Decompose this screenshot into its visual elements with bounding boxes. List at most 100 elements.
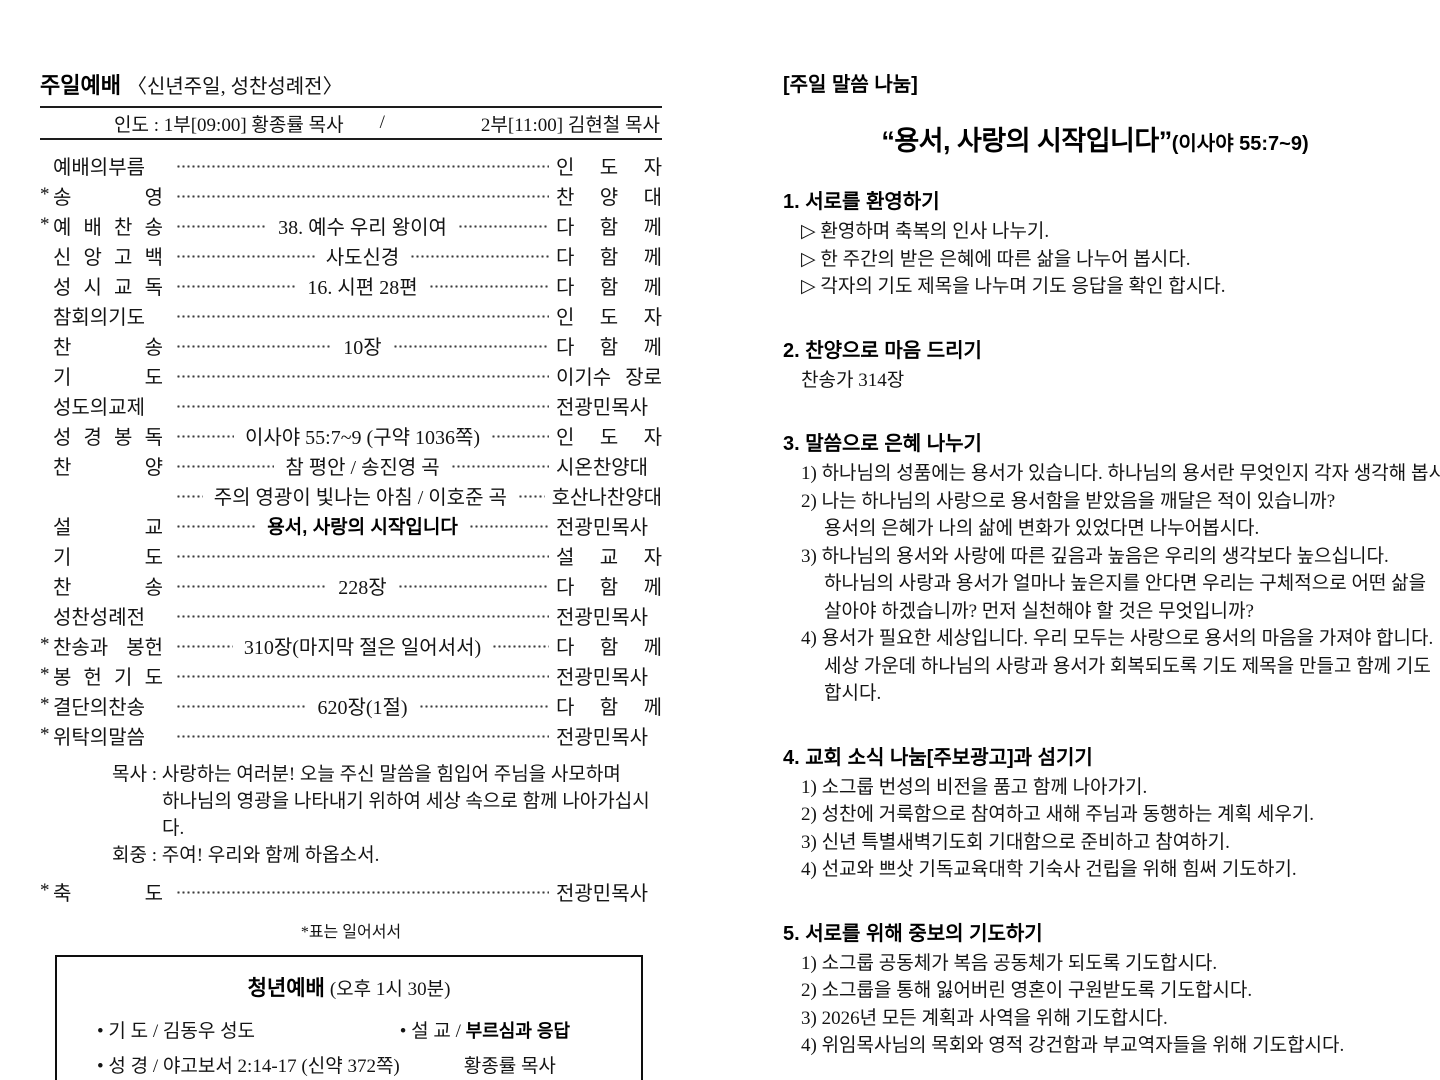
sermon-section: 4. 교회 소식 나눔[주보광고]과 섬기기 1) 소그룹 번성의 비전을 품고 … — [783, 741, 1407, 884]
stand-asterisk: * — [40, 724, 50, 745]
section-item: ▷ 한 주간의 받은 은혜에 따른 삶을 나누어 봅시다. — [801, 248, 1191, 270]
dot-leader — [176, 631, 233, 659]
dot-leader — [176, 421, 234, 449]
service-row: 참회의기도 인 도 자 — [40, 300, 662, 330]
dot-leader — [176, 301, 549, 329]
service-item-person: 다 함 께 — [556, 246, 663, 269]
dot-leader — [397, 571, 549, 599]
service-item-person: 다 함 께 — [556, 576, 662, 599]
youth-service-title-line: 청년예배 (오후 1시 30분) — [57, 972, 641, 1002]
youth-sermon-label: • 설 교 / — [399, 1021, 466, 1042]
youth-service-time: (오후 1시 30분) — [329, 979, 451, 1000]
service-item-person: 전광민목사 — [556, 726, 648, 749]
dot-leader — [176, 721, 549, 749]
dot-leader — [450, 451, 550, 479]
service-item-name: 성찬성례전 — [53, 606, 145, 629]
dot-leader — [428, 271, 550, 299]
service-row: * 예 배 찬 송 38. 예수 우리 왕이여 다 함 께 — [40, 210, 662, 240]
dot-leader — [176, 571, 328, 599]
section-item: 1) 하나님의 성품에는 용서가 있습니다. 하나님의 용서란 무엇인지 각자 … — [801, 463, 1440, 484]
stand-note: *표는 일어서서 — [300, 924, 402, 941]
section-heading: 2. 찬양으로 마음 드리기 — [783, 339, 982, 362]
page-subtitle: 〈신년주일, 성찬성례전〉 — [126, 76, 343, 98]
service-row: * 결단의찬송 620장(1절) 다 함 께 — [40, 690, 662, 720]
benediction-row-wrap: * 축 도 전광민목사 — [40, 876, 662, 906]
stand-asterisk: * — [40, 214, 50, 235]
section-item: ▷ 각자의 기도 제목을 나누며 기도 응답을 확인 합시다. — [801, 276, 1226, 297]
dot-leader — [176, 331, 333, 359]
section-item: 용서의 은혜가 나의 삶에 변화가 있었다면 나누어봅시다. — [824, 518, 1260, 539]
service-item-person: 시온찬양대 — [556, 456, 649, 479]
service-row: 찬 송 10장 다 함 께 — [40, 330, 662, 360]
youth-preacher: 황종률 목사 — [463, 1056, 556, 1077]
service-item-name: 참회의기도 — [53, 306, 145, 329]
service-item-detail: 사도신경 — [325, 246, 400, 269]
sharing-section-tag: [주일 말씀 나눔] — [783, 74, 918, 96]
dot-leader — [176, 691, 307, 719]
worship-order-header: 주일예배 〈신년주일, 성찬성례전〉 — [40, 68, 662, 98]
youth-scripture-line: • 성 경 / 야고보서 2:14-17 (신약 372쪽) — [97, 1056, 400, 1077]
section-item: 4) 위임목사님의 목회와 영적 강건함과 부교역자들을 위해 기도합시다. — [801, 1035, 1345, 1056]
service-item-detail: 310장(마지막 절은 일어서서) — [243, 636, 482, 659]
service-item-person: 이기수 장로 — [556, 366, 662, 389]
worship-order-page: 주일예배 〈신년주일, 성찬성례전〉 인도 : 1부[09:00] 황종률 목사 … — [40, 68, 662, 1080]
service-item-name: 예 배 찬 송 — [53, 216, 163, 239]
service-item-name: 찬송과 봉헌 — [53, 636, 163, 659]
service-row: 찬 송 228장 다 함 께 — [40, 570, 662, 600]
section-item: 합시다. — [824, 683, 882, 704]
service-item-detail: 참 평안 / 송진영 곡 — [285, 456, 440, 479]
youth-service-grid: • 기 도 / 김동우 성도 • 성 경 / 야고보서 2:14-17 (신약 … — [57, 1014, 641, 1080]
youth-sermon-title: 부르심과 응답 — [465, 1021, 571, 1041]
service-item-detail: 38. 예수 우리 왕이여 — [278, 216, 447, 239]
section-heading: 1. 서로를 환영하기 — [783, 191, 940, 213]
service-item-person: 다 함 께 — [556, 336, 662, 359]
second-service-leader: 2부[11:00] 김현철 목사 — [480, 114, 660, 136]
service-row: 기 도 이기수 장로 — [40, 360, 662, 390]
youth-service-left-col: • 기 도 / 김동우 성도 • 성 경 / 야고보서 2:14-17 (신약 … — [97, 1014, 400, 1080]
service-row: 설 교 용서, 사랑의 시작입니다 전광민목사 — [40, 510, 662, 540]
section-item: 하나님의 사랑과 용서가 얼마나 높은지를 안다면 우리는 구체적으로 어떤 삶… — [824, 573, 1427, 594]
service-item-name: 성 경 봉 독 — [53, 426, 163, 449]
service-item-name: 봉 헌 기 도 — [53, 666, 163, 689]
service-row: 성 경 봉 독 이사야 55:7~9 (구약 1036쪽) 인 도 자 — [40, 420, 662, 450]
dot-leader — [176, 151, 549, 179]
service-row: 성 시 교 독 16. 시편 28편 다 함 께 — [40, 270, 662, 300]
responsive-reading: 목사 : 사랑하는 여러분! 오늘 주신 말씀을 힘입어 주님을 사모하며 하나님… — [40, 761, 662, 869]
service-item-person: 찬 양 대 — [556, 186, 662, 209]
section-item: 찬송가 314장 — [801, 369, 905, 391]
stand-asterisk: * — [40, 694, 50, 715]
sermon-section: 1. 서로를 환영하기 ▷ 환영하며 축복의 인사 나누기. ▷ 한 주간의 받은 … — [783, 185, 1407, 301]
section-heading: 3. 말씀으로 은혜 나누기 — [783, 433, 982, 455]
divider-bottom — [40, 138, 662, 140]
service-item-name: 성 시 교 독 — [53, 276, 163, 299]
dot-leader — [176, 211, 268, 239]
service-leaders-line: 인도 : 1부[09:00] 황종률 목사 / 2부[11:00] 김현철 목사 — [40, 108, 662, 138]
dot-leader — [410, 241, 550, 269]
service-row: 예배의부름 인 도 자 — [40, 150, 662, 180]
sermon-sections: 1. 서로를 환영하기 ▷ 환영하며 축복의 인사 나누기. ▷ 한 주간의 받은 … — [783, 185, 1440, 1080]
service-item-name: 기 도 — [53, 366, 163, 389]
section-item: 3) 2026년 모든 계획과 사역을 위해 기도합시다. — [801, 1007, 1168, 1029]
service-row: 성도의교제 전광민목사 — [40, 390, 662, 420]
service-row: * 송 영 찬 양 대 — [40, 180, 662, 210]
responsive-line: 하나님의 영광을 나타내기 위하여 세상 속으로 함께 나아가십시다. — [162, 791, 650, 839]
dot-leader — [517, 481, 545, 509]
service-row: * 축 도 전광민목사 — [40, 876, 662, 906]
leader-separator: / — [379, 112, 385, 133]
dot-leader — [176, 511, 257, 539]
dot-leader — [491, 421, 550, 449]
sermon-sharing-page: [주일 말씀 나눔] “용서, 사랑의 시작입니다”(이사야 55:7~9) 1… — [783, 68, 1440, 1080]
service-item-detail: 용서, 사랑의 시작입니다 — [267, 516, 458, 538]
service-row: 신 앙 고 백 사도신경 다 함 께 — [40, 240, 662, 270]
section-item: 2) 나는 하나님의 사랑으로 용서함을 받았음을 깨달은 적이 있습니까? — [801, 490, 1336, 512]
sermon-title-line: “용서, 사랑의 시작입니다”(이사야 55:7~9) — [783, 119, 1407, 158]
section-item: 1) 소그룹 번성의 비전을 품고 함께 나아가기. — [801, 776, 1148, 798]
service-item-person: 전광민목사 — [556, 882, 648, 905]
dot-leader — [468, 511, 550, 539]
service-item-person: 전광민목사 — [556, 396, 648, 419]
responsive-line: 회중 : 주여! 우리와 함께 하옵소서. — [112, 845, 380, 866]
youth-service-right-col: • 설 교 / 부르심과 응답 황종률 목사 — [400, 1014, 642, 1080]
service-item-person: 다 함 께 — [556, 636, 663, 659]
